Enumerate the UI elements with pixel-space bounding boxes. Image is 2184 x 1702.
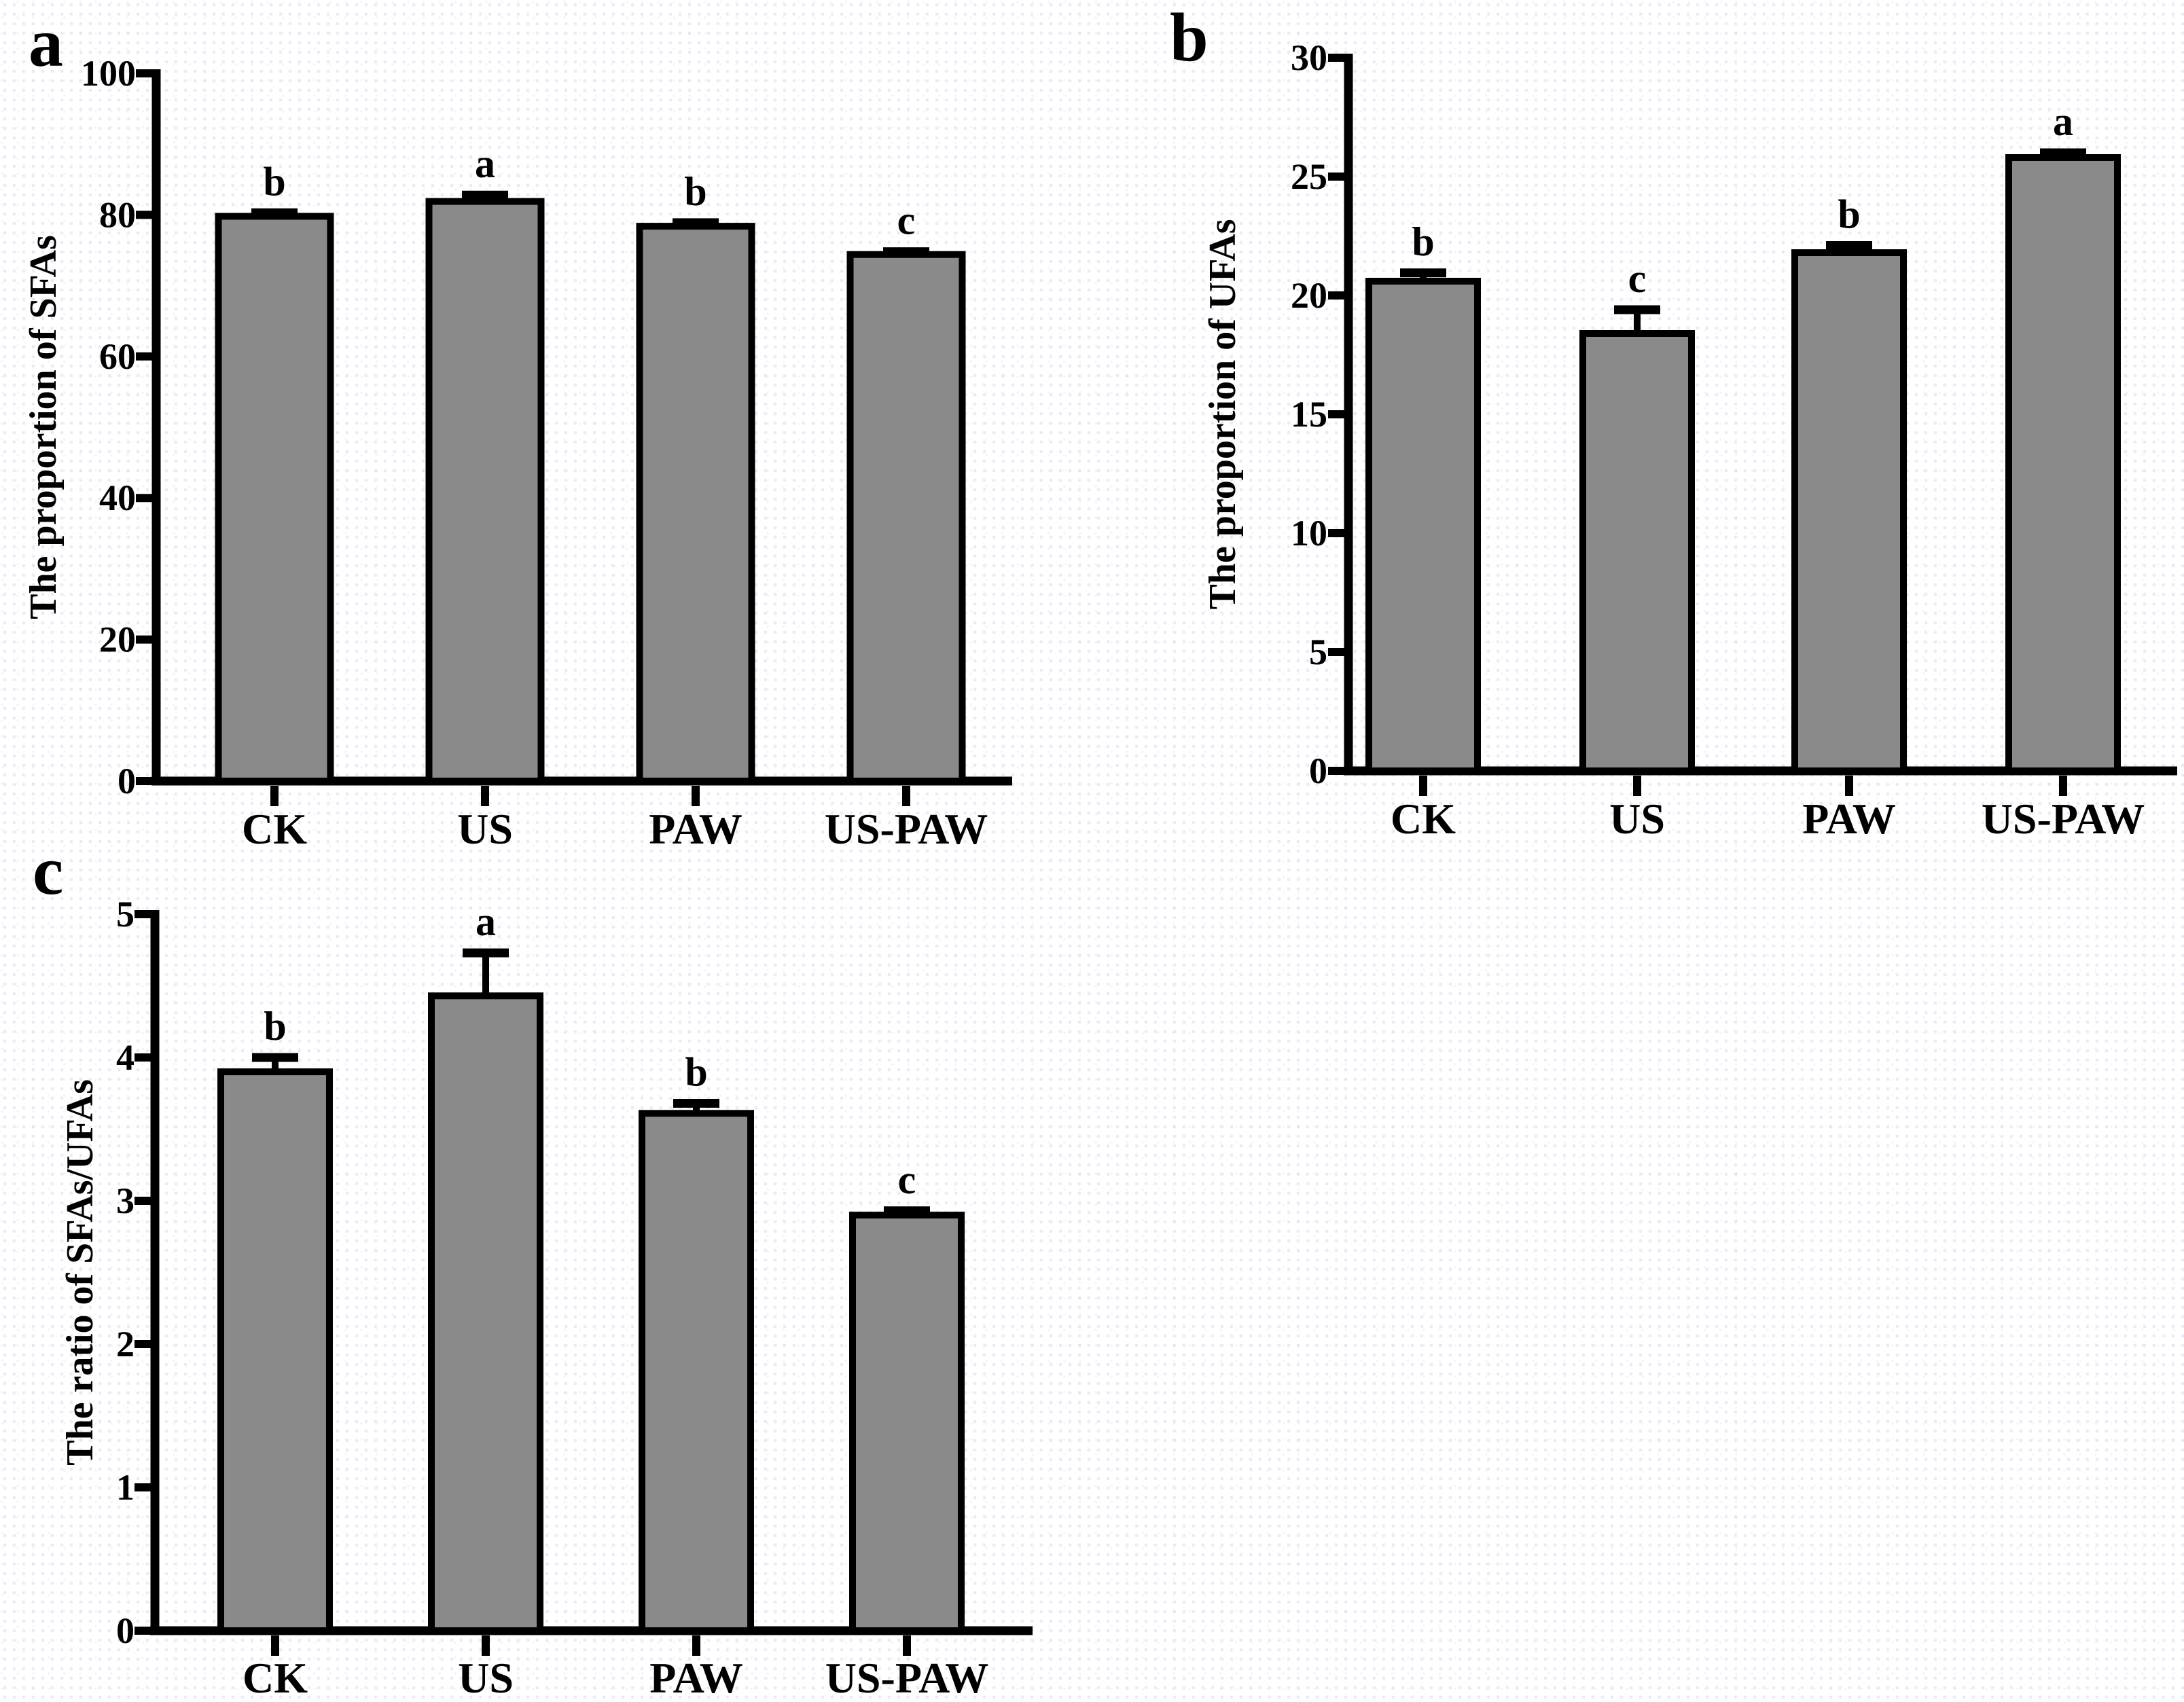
bar-US xyxy=(425,198,545,784)
y-tick-label-60: 60 xyxy=(99,336,136,377)
y-axis-title: The proportion of UFAs xyxy=(1202,219,1244,609)
bar-US-PAW xyxy=(2005,154,2121,774)
bar-US xyxy=(428,992,543,1634)
y-tick-label-30: 30 xyxy=(1291,37,1327,78)
x-label-US: US xyxy=(458,1654,514,1702)
sig-letter-PAW: b xyxy=(685,1050,707,1095)
y-tick-label-0: 0 xyxy=(116,1610,135,1651)
x-label-PAW: PAW xyxy=(649,1654,742,1702)
x-label-US: US xyxy=(1609,795,1665,843)
bar-US-PAW xyxy=(846,251,966,784)
y-tick-label-100: 100 xyxy=(81,53,136,94)
x-label-PAW: PAW xyxy=(1802,795,1895,843)
sig-letter-PAW: b xyxy=(1838,192,1860,237)
x-label-US-PAW: US-PAW xyxy=(1982,795,2145,843)
y-tick-label-10: 10 xyxy=(1291,513,1327,554)
x-label-US-PAW: US-PAW xyxy=(825,1654,989,1702)
bar-PAW xyxy=(1791,249,1907,774)
sig-letter-US-PAW: c xyxy=(897,198,916,243)
y-tick-label-3: 3 xyxy=(116,1180,135,1221)
y-tick-label-4: 4 xyxy=(116,1037,135,1078)
sig-letter-PAW: b xyxy=(684,169,706,214)
panel-letter-c: c xyxy=(33,833,64,909)
y-tick-label-0: 0 xyxy=(118,761,136,801)
x-label-CK: CK xyxy=(243,1654,308,1702)
panel-letter-b: b xyxy=(1170,0,1209,76)
y-axis-title: The ratio of SFAs/UFAs xyxy=(59,1079,101,1466)
x-label-US: US xyxy=(457,805,513,853)
sig-letter-CK: b xyxy=(263,159,285,204)
y-tick-label-40: 40 xyxy=(99,477,136,518)
sig-letter-US-PAW: a xyxy=(2053,99,2073,144)
y-tick-label-80: 80 xyxy=(99,194,136,235)
y-tick-label-15: 15 xyxy=(1291,394,1327,435)
y-tick-label-20: 20 xyxy=(1291,275,1327,316)
panel-letter-a: a xyxy=(29,5,63,82)
y-tick-label-0: 0 xyxy=(1309,750,1327,791)
x-label-US-PAW: US-PAW xyxy=(825,805,988,853)
sig-letter-US: a xyxy=(476,899,496,944)
bar-CK xyxy=(215,213,334,784)
panel-a: 0 20 40 60 80 100 The proportion of SFAs b CK a US… xyxy=(22,53,1012,853)
y-tick-label-5: 5 xyxy=(1309,632,1327,672)
sig-letter-CK: b xyxy=(264,1004,286,1049)
y-tick-label-20: 20 xyxy=(99,619,136,660)
y-tick-label-25: 25 xyxy=(1291,156,1327,197)
sig-letter-US: a xyxy=(475,141,495,186)
bar-US xyxy=(1579,330,1695,774)
bar-CK xyxy=(217,1068,333,1634)
sig-letter-US: c xyxy=(1628,256,1647,301)
bar-CK xyxy=(1365,278,1481,774)
x-label-CK: CK xyxy=(1391,795,1456,843)
bar-PAW xyxy=(636,223,755,784)
y-axis-title: The proportion of SFAs xyxy=(22,235,65,619)
panel-c: 0 1 2 3 4 5 The ratio of SFAs/UFAs b CK a US b PAW c U… xyxy=(59,894,1033,1702)
x-label-CK: CK xyxy=(242,805,307,853)
x-label-PAW: PAW xyxy=(649,805,742,853)
panel-b: 0 5 10 15 20 25 30 The proportion of UFAs b CK c US… xyxy=(1202,37,2177,843)
y-tick-label-5: 5 xyxy=(116,894,135,935)
y-tick-label-1: 1 xyxy=(116,1467,135,1508)
bar-PAW xyxy=(639,1110,754,1635)
sig-letter-CK: b xyxy=(1412,219,1434,264)
sig-letter-US-PAW: c xyxy=(898,1157,916,1202)
y-tick-label-2: 2 xyxy=(116,1324,135,1364)
bar-US-PAW xyxy=(849,1212,965,1634)
